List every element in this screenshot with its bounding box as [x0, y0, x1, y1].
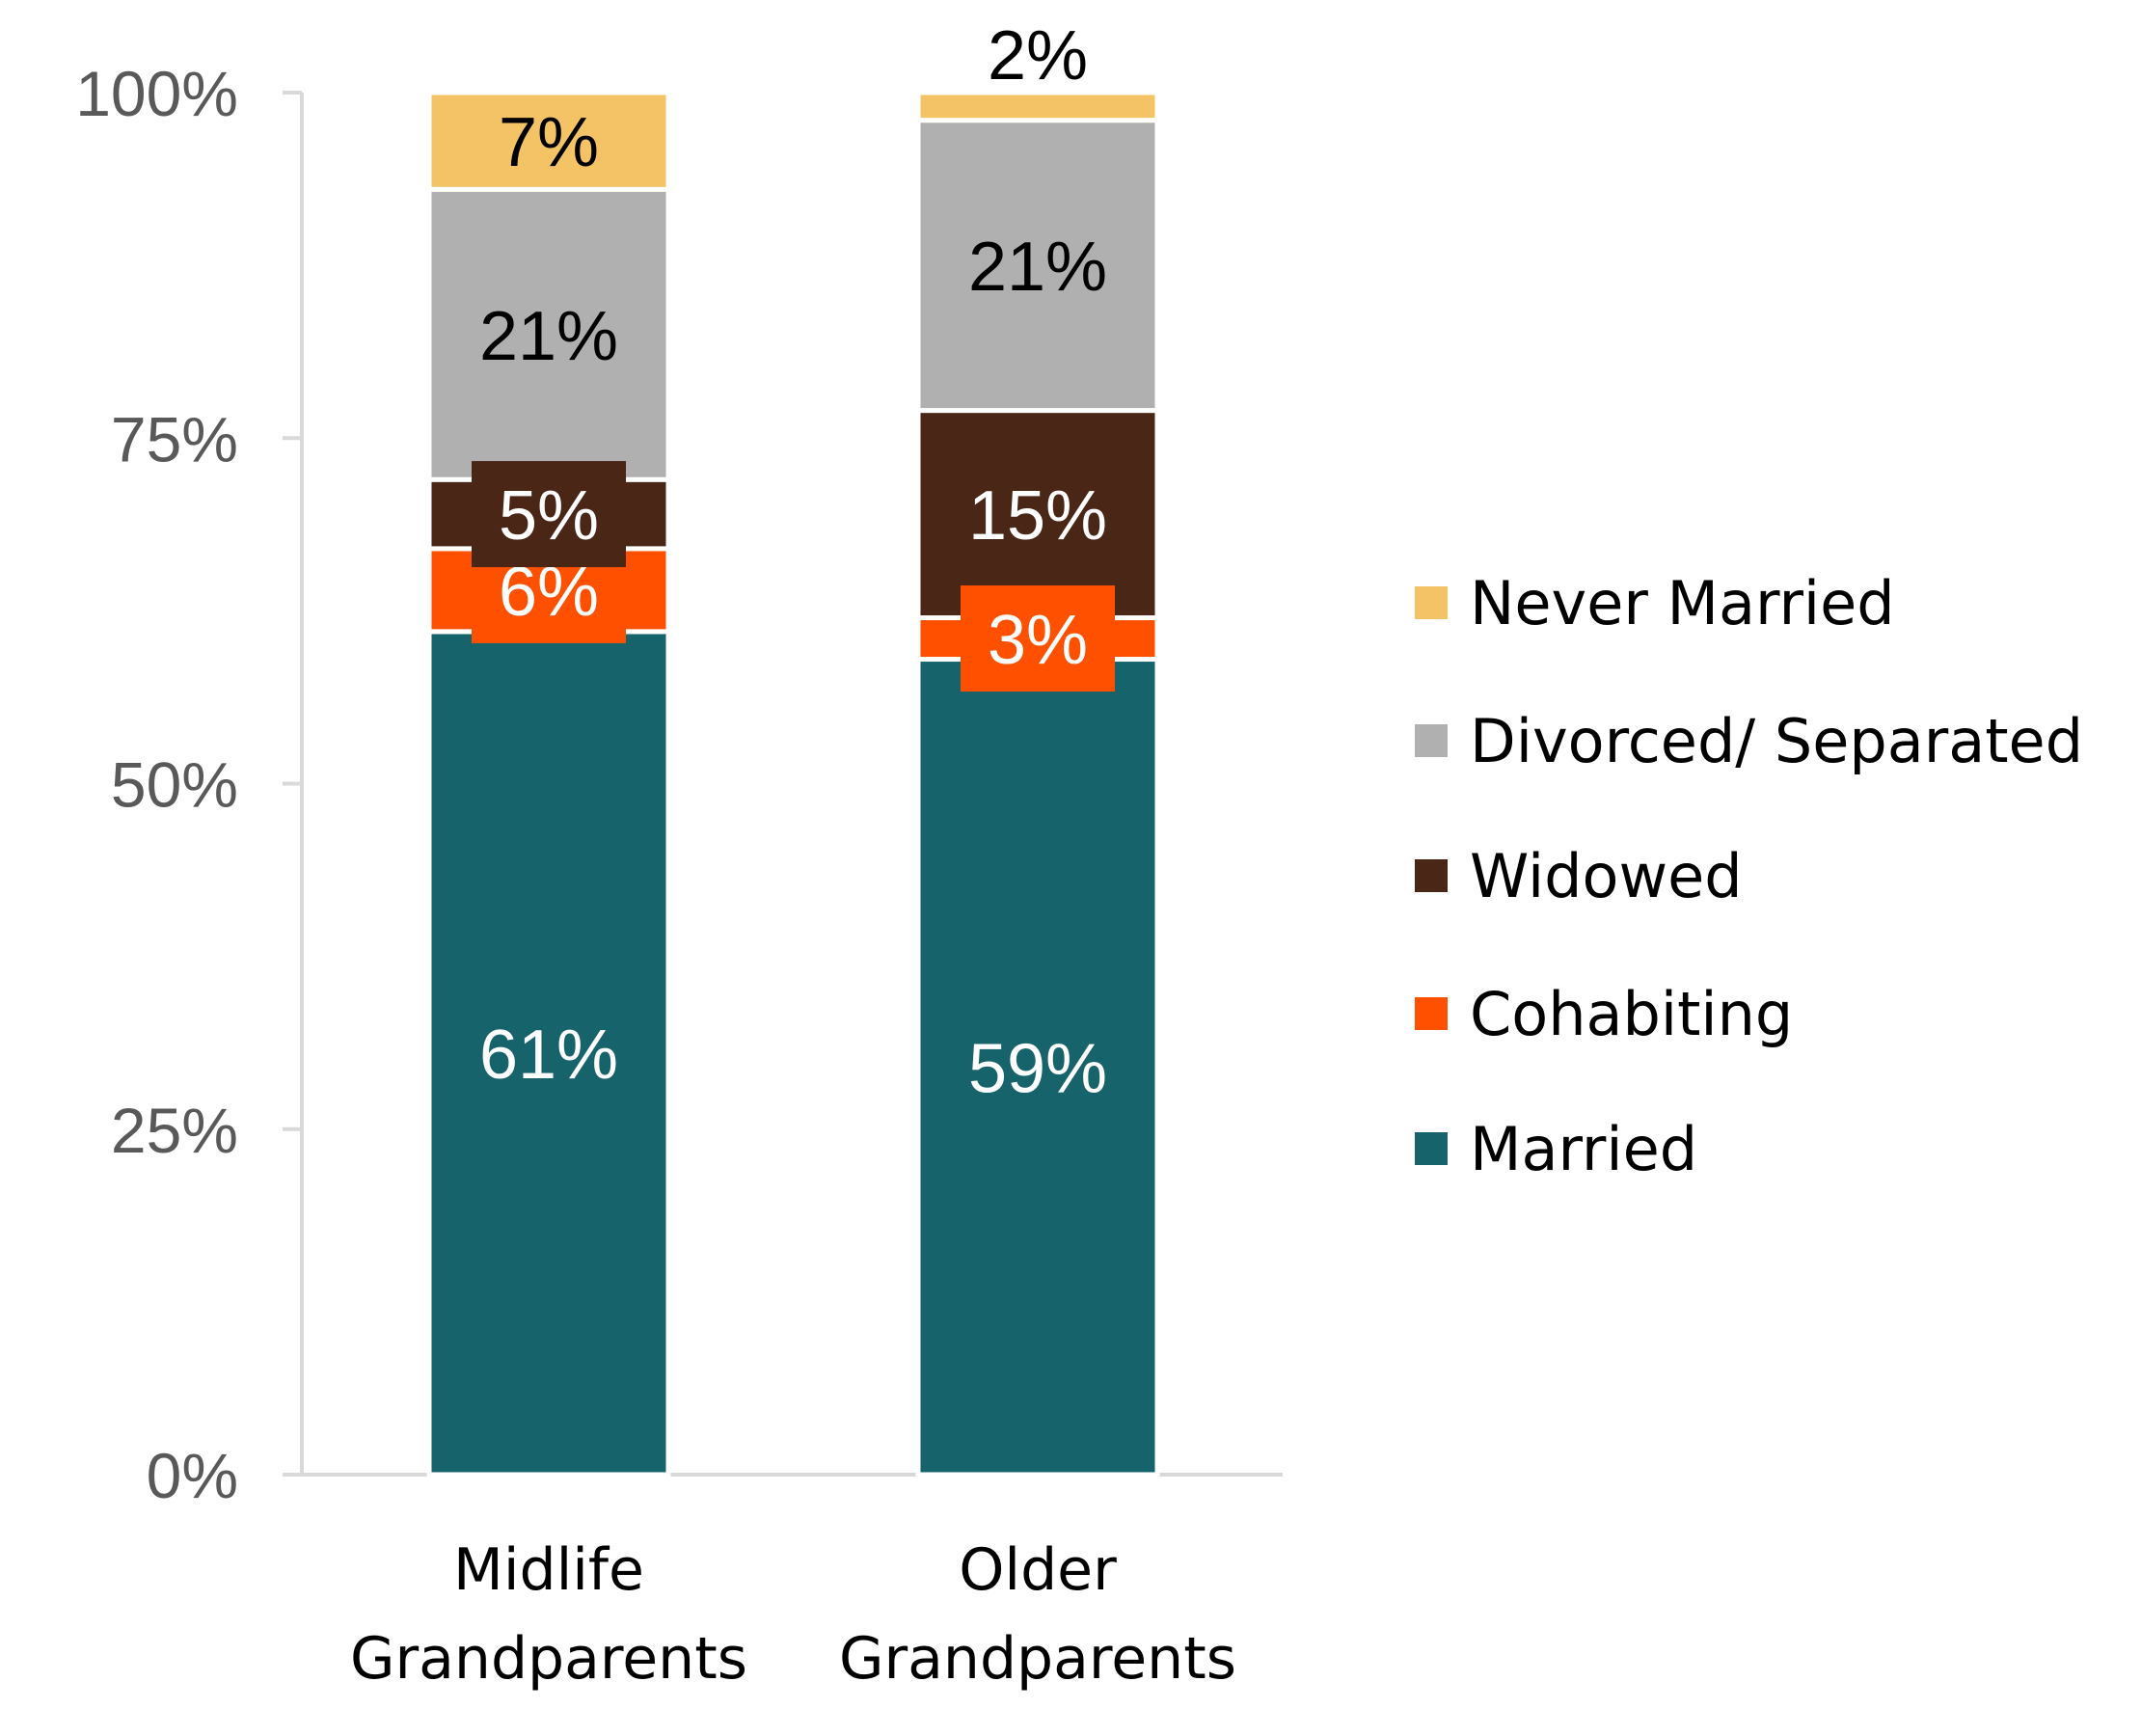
legend-label: Cohabiting	[1470, 979, 1793, 1049]
data-label: 59%	[968, 1030, 1107, 1107]
legend-swatch	[1415, 1132, 1448, 1165]
data-label: 15%	[968, 477, 1107, 555]
bar-segment-married	[915, 657, 1160, 1478]
data-labels: 61%6%5%21%7%59%3%15%21%2%	[472, 17, 1115, 1107]
x-category-label: Older	[959, 1536, 1117, 1604]
legend-label: Divorced/ Separated	[1470, 706, 2083, 776]
data-label: 61%	[479, 1017, 618, 1094]
data-label: 2%	[988, 17, 1088, 95]
axes: 0% 25% 50% 75% 100% Midlife Grandparents Older G…	[75, 58, 1283, 1693]
legend-swatch	[1415, 724, 1448, 757]
y-tick-label: 25%	[111, 1095, 238, 1166]
bar-segment-never-married	[915, 90, 1160, 123]
data-label-background	[472, 461, 626, 568]
legend-label: Never Married	[1470, 568, 1895, 638]
y-tick-label: 0%	[147, 1440, 238, 1511]
data-label: 3%	[988, 602, 1088, 679]
data-label: 5%	[499, 477, 599, 555]
y-tick-label: 75%	[111, 403, 238, 475]
legend-swatch	[1415, 586, 1448, 619]
legend-label: Widowed	[1470, 841, 1743, 911]
legend: Never Married Divorced/ Separated Widowed C…	[1415, 568, 2083, 1184]
bar-segment-divorced-separated	[426, 186, 671, 482]
x-category-label: Grandparents	[839, 1625, 1236, 1693]
data-label-background	[961, 585, 1115, 692]
legend-label: Married	[1470, 1114, 1697, 1184]
data-label: 21%	[479, 298, 618, 375]
x-category-label: Midlife	[453, 1536, 644, 1604]
y-tick-label: 100%	[75, 58, 238, 129]
legend-swatch	[1415, 859, 1448, 892]
data-label: 21%	[968, 229, 1107, 306]
x-category-label: Grandparents	[350, 1625, 747, 1693]
y-tick-label: 50%	[111, 749, 238, 821]
legend-swatch	[1415, 997, 1448, 1030]
bar-segment-never-married	[426, 90, 671, 192]
data-label: 7%	[499, 104, 599, 181]
